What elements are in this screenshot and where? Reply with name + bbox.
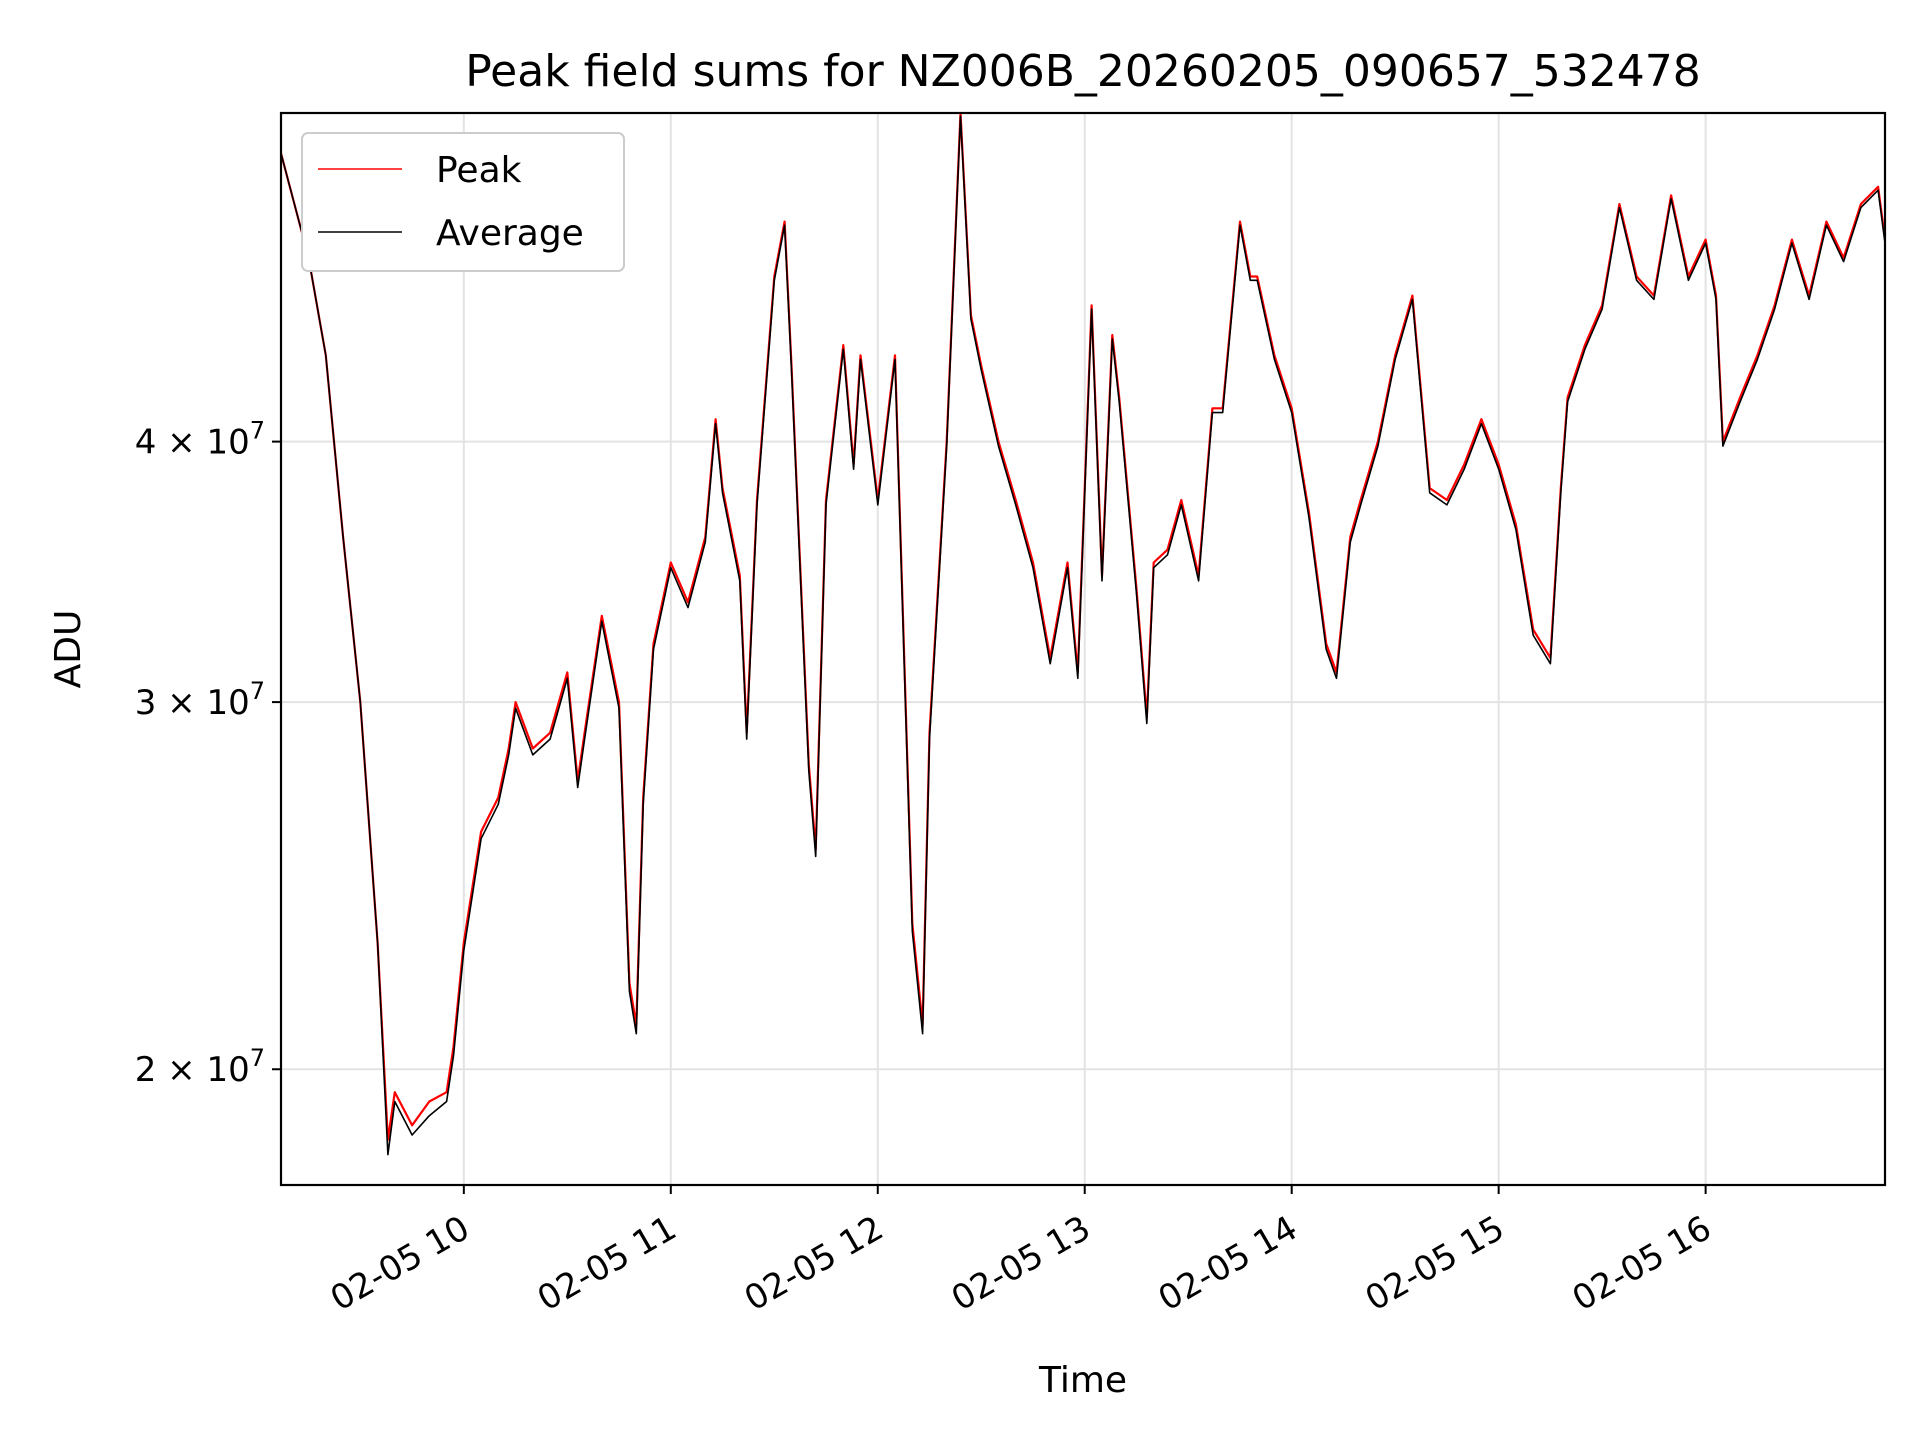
y-tick-label: 2 × 107 [135,1044,265,1090]
x-axis-label: Time [1038,1360,1127,1401]
series-line-average [280,115,1886,1156]
y-axis: 2 × 107 3 × 107 4 × 107 [135,417,281,1090]
y-tick-label: 3 × 107 [135,677,265,723]
plot-lines [279,111,1887,1156]
y-axis-label: ADU [48,610,89,689]
legend-box [301,132,625,272]
legend-label-peak: Peak [436,150,522,191]
y-tick-label: 4 × 107 [135,417,265,463]
legend: Peak Average [301,132,625,272]
legend-label-average: Average [436,213,584,254]
plot-frame [279,111,1887,1187]
grid-lines [281,113,1885,1185]
chart-title: Peak field sums for NZ006B_20260205_0906… [465,46,1701,97]
series-line-peak [279,111,1887,1141]
